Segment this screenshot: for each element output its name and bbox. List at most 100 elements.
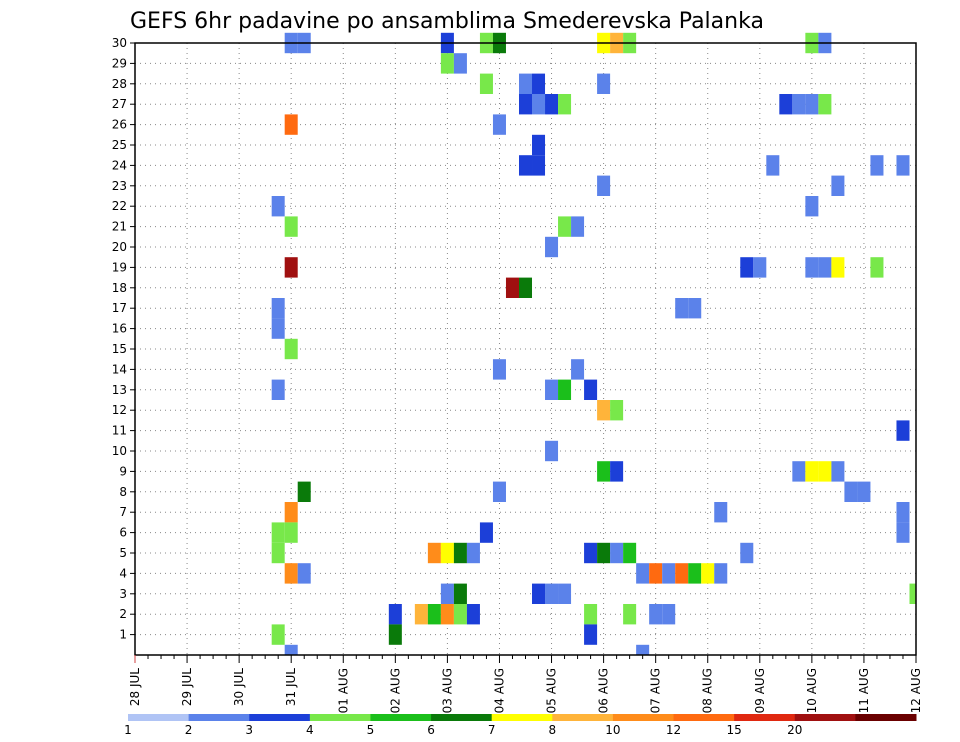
heatmap-cell: [649, 604, 663, 625]
colorbar-segment: [370, 714, 432, 721]
heatmap-cell: [805, 257, 819, 278]
heatmap-cell: [466, 604, 480, 625]
heatmap-cell: [453, 542, 467, 564]
colorbar-label: 4: [306, 723, 314, 737]
heatmap-cell: [440, 604, 454, 625]
heatmap-cell: [558, 216, 572, 237]
heatmap-cell: [492, 114, 506, 135]
heatmap-cell: [675, 298, 689, 319]
heatmap-cell: [649, 563, 663, 584]
colorbar-label: 15: [727, 723, 742, 737]
heatmap-cell: [466, 542, 480, 564]
colorbar-label: 5: [367, 723, 375, 737]
colorbar-label: 6: [427, 723, 435, 737]
y-tick-label: 17: [112, 301, 127, 315]
heatmap-cell: [688, 563, 702, 584]
x-tick-label: 29 JUL: [180, 668, 194, 706]
colorbar-segment: [734, 714, 796, 721]
heatmap-cell: [831, 257, 845, 278]
y-tick-label: 19: [112, 260, 127, 274]
heatmap-cell: [688, 298, 702, 319]
heatmap-cell: [610, 461, 624, 482]
heatmap-cell: [284, 563, 298, 584]
x-tick-label: 30 JUL: [232, 668, 246, 706]
heatmap-cell: [271, 542, 285, 564]
heatmap-cell: [545, 94, 559, 115]
heatmap-cell: [857, 481, 871, 502]
heatmap-cell: [740, 542, 754, 564]
y-tick-label: 21: [112, 220, 127, 234]
heatmap-cell: [545, 236, 559, 258]
heatmap-cell: [805, 461, 819, 482]
heatmap-cell: [532, 155, 546, 176]
heatmap-cell: [518, 155, 533, 176]
y-tick-label: 13: [112, 383, 127, 397]
heatmap-cell: [271, 379, 285, 400]
heatmap-cell: [766, 155, 780, 176]
y-tick-label: 5: [119, 546, 127, 560]
heatmap-cell: [896, 155, 910, 176]
heatmap-cell: [388, 604, 402, 625]
heatmap-cell: [584, 379, 598, 400]
colorbar-label: 10: [605, 723, 620, 737]
heatmap-cell: [740, 257, 754, 278]
colorbar-segment: [431, 714, 493, 721]
y-tick-label: 10: [112, 444, 127, 458]
colorbar-label: 7: [488, 723, 496, 737]
x-tick-label: 06 AUG: [597, 668, 611, 713]
heatmap-cell: [558, 379, 572, 400]
heatmap-cell: [284, 502, 298, 523]
heatmap-cell: [271, 624, 285, 645]
heatmap-cell: [636, 563, 650, 584]
heatmap-cell: [909, 583, 916, 604]
heatmap-cell: [831, 175, 845, 196]
colorbar-segment: [188, 714, 250, 721]
heatmap-cell: [440, 53, 454, 74]
heatmap-cell: [714, 563, 728, 584]
chart-title: GEFS 6hr padavine po ansamblima Smederev…: [130, 9, 764, 34]
heatmap-cell: [518, 277, 533, 298]
x-tick-label: 04 AUG: [492, 668, 506, 713]
heatmap-cell: [545, 583, 559, 604]
heatmap-cell: [571, 359, 585, 380]
heatmap-cell: [492, 359, 506, 380]
x-tick-label: 12 AUG: [909, 668, 923, 713]
heatmap-cell: [610, 542, 624, 564]
colorbar-label: 2: [185, 723, 193, 737]
heatmap-cell: [427, 542, 441, 564]
y-tick-label: 2: [119, 607, 127, 621]
x-tick-label: 31 JUL: [284, 668, 298, 706]
x-tick-label: 28 JUL: [128, 668, 142, 706]
x-axis: 28 JUL 29 JUL 30 JUL 31 JUL 01 AUG 02 AUG 03 A…: [128, 655, 923, 713]
y-tick-label: 8: [119, 485, 127, 499]
heatmap-cell: [584, 604, 598, 625]
heatmap-cell: [662, 604, 676, 625]
heatmap-cell: [571, 216, 585, 237]
colorbar-segment: [855, 714, 917, 721]
heatmap-cell: [297, 563, 311, 584]
heatmap-cell: [532, 73, 546, 94]
colorbar-segment: [249, 714, 311, 721]
heatmap-cell: [453, 583, 467, 604]
heatmap-cell: [271, 318, 285, 339]
heatmap-cell: [636, 644, 650, 655]
heatmap-cell: [805, 196, 819, 217]
heatmap-cell: [597, 461, 611, 482]
heatmap-cell: [545, 440, 559, 462]
y-tick-label: 29: [112, 56, 127, 70]
y-tick-label: 12: [112, 403, 127, 417]
y-tick-label: 30: [112, 36, 127, 50]
heatmap-cell: [532, 583, 546, 604]
colorbar-segment: [552, 714, 614, 721]
heatmap-cell: [701, 563, 715, 584]
heatmap-cell: [271, 522, 285, 543]
colorbar-label: 8: [548, 723, 556, 737]
heatmap-cell: [479, 73, 493, 94]
heatmap-cell: [597, 542, 611, 564]
heatmap-cell: [492, 481, 506, 502]
y-tick-label: 23: [112, 179, 127, 193]
y-tick-label: 14: [112, 362, 127, 376]
x-tick-label: 10 AUG: [805, 668, 819, 713]
heatmap-cell: [597, 175, 611, 196]
